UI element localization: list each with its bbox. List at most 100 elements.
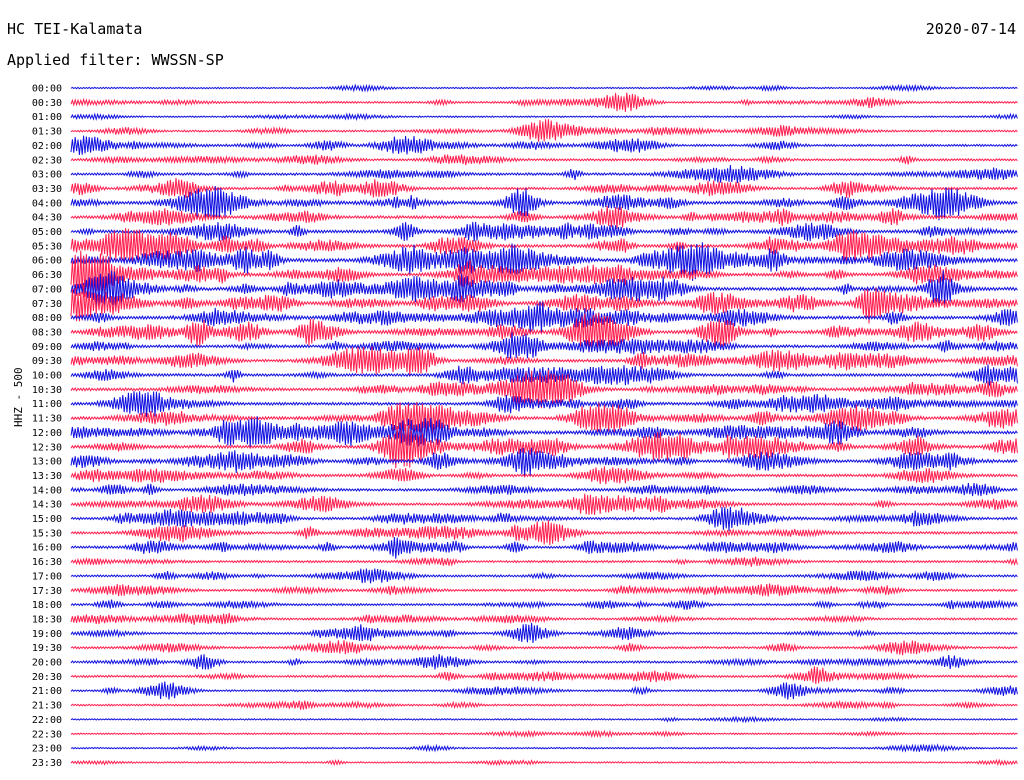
- time-tick-label: 04:30: [32, 213, 62, 224]
- seismic-trace: [70, 112, 1018, 122]
- seismic-trace: [70, 424, 1018, 469]
- time-tick-label: 16:00: [32, 543, 62, 554]
- seismic-trace: [70, 227, 1018, 263]
- time-tick-label: 19:30: [32, 643, 62, 654]
- time-tick-label: 05:30: [32, 241, 62, 252]
- time-tick-label: 01:00: [32, 112, 62, 123]
- seismic-trace: [70, 92, 1018, 112]
- seismic-trace: [70, 653, 1018, 670]
- date-label: 2020-07-14: [925, 20, 1016, 38]
- time-tick-label: 18:30: [32, 614, 62, 625]
- time-tick-label: 20:00: [32, 658, 62, 669]
- time-tick-label: 02:00: [32, 141, 62, 152]
- time-tick-label: 07:00: [32, 284, 62, 295]
- seismic-trace: [70, 758, 1018, 767]
- seismic-trace: [70, 466, 1018, 485]
- seismic-trace: [70, 370, 1018, 409]
- time-tick-label: 21:30: [32, 701, 62, 712]
- seismic-trace: [70, 301, 1018, 333]
- time-tick-label: 09:00: [32, 342, 62, 353]
- seismic-trace: [70, 599, 1018, 610]
- seismic-trace: [70, 583, 1018, 597]
- time-tick-label: 14:00: [32, 485, 62, 496]
- seismic-trace: [70, 242, 1018, 281]
- time-tick-label: 01:30: [32, 127, 62, 138]
- time-tick-label: 13:00: [32, 457, 62, 468]
- time-tick-label: 08:30: [32, 327, 62, 338]
- seismic-trace: [70, 482, 1018, 497]
- seismic-trace: [70, 177, 1018, 198]
- seismic-trace: [70, 185, 1018, 221]
- seismic-trace: [70, 568, 1018, 584]
- seismic-trace: [70, 119, 1018, 142]
- seismic-trace: [70, 520, 1018, 546]
- seismic-trace: [70, 250, 1018, 299]
- time-tick-label: 07:30: [32, 299, 62, 310]
- filter-label: Applied filter: WWSSN-SP: [7, 51, 224, 69]
- time-tick-label: 14:30: [32, 500, 62, 511]
- seismic-trace: [70, 205, 1018, 229]
- time-tick-label: 22:30: [32, 729, 62, 740]
- time-tick-label: 15:00: [32, 514, 62, 525]
- time-tick-label: 17:00: [32, 571, 62, 582]
- seismic-trace: [70, 613, 1018, 625]
- time-tick-label: 03:00: [32, 170, 62, 181]
- time-tick-label: 18:00: [32, 600, 62, 611]
- seismic-trace: [70, 622, 1018, 644]
- time-tick-label: 06:30: [32, 270, 62, 281]
- seismic-trace: [70, 391, 1018, 418]
- time-tick-label: 11:00: [32, 399, 62, 410]
- seismic-trace: [70, 284, 1018, 324]
- seismic-trace: [70, 666, 1018, 684]
- seismic-trace: [70, 416, 1018, 448]
- time-tick-label: 02:30: [32, 155, 62, 166]
- seismic-trace: [70, 346, 1018, 375]
- seismic-trace: [70, 402, 1018, 435]
- time-tick-label: 21:00: [32, 686, 62, 697]
- seismic-trace: [70, 537, 1018, 559]
- time-tick-label: 20:30: [32, 672, 62, 683]
- time-tick-label: 16:30: [32, 557, 62, 568]
- time-tick-label: 19:00: [32, 629, 62, 640]
- seismic-trace: [70, 729, 1018, 739]
- time-tick-label: 04:00: [32, 198, 62, 209]
- time-tick-label: 00:00: [32, 84, 62, 95]
- time-tick-label: 12:00: [32, 428, 62, 439]
- seismic-trace: [70, 556, 1018, 567]
- time-tick-label: 13:30: [32, 471, 62, 482]
- time-tick-label: 00:30: [32, 98, 62, 109]
- time-tick-label: 23:30: [32, 758, 62, 769]
- seismic-trace: [70, 364, 1018, 386]
- seismic-trace: [70, 640, 1018, 656]
- seismic-trace: [70, 312, 1018, 353]
- time-tick-label: 10:00: [32, 371, 62, 382]
- time-tick-label: 22:00: [32, 715, 62, 726]
- seismic-trace: [70, 715, 1018, 724]
- seismic-trace: [70, 270, 1018, 308]
- time-tick-label: 23:00: [32, 744, 62, 755]
- seismic-trace: [70, 681, 1018, 700]
- time-tick-label: 06:00: [32, 256, 62, 267]
- time-tick-label: 10:30: [32, 385, 62, 396]
- seismic-trace: [70, 699, 1018, 710]
- station-title: HC TEI-Kalamata: [7, 20, 143, 38]
- seismic-trace: [70, 83, 1018, 93]
- seismic-trace: [70, 154, 1018, 166]
- seismic-trace: [70, 165, 1018, 184]
- seismic-trace: [70, 447, 1018, 478]
- time-tick-label: 09:30: [32, 356, 62, 367]
- seismic-trace: [70, 493, 1018, 516]
- seismic-trace: [70, 332, 1018, 359]
- time-tick-label: 05:00: [32, 227, 62, 238]
- time-tick-label: 12:30: [32, 442, 62, 453]
- time-tick-label: 11:30: [32, 414, 62, 425]
- time-tick-label: 03:30: [32, 184, 62, 195]
- time-tick-label: 17:30: [32, 586, 62, 597]
- seismic-trace: [70, 506, 1018, 531]
- seismic-trace: [70, 743, 1018, 753]
- time-tick-label: 15:30: [32, 528, 62, 539]
- seismic-trace: [70, 135, 1018, 156]
- time-tick-label: 08:00: [32, 313, 62, 324]
- seismic-trace: [70, 221, 1018, 242]
